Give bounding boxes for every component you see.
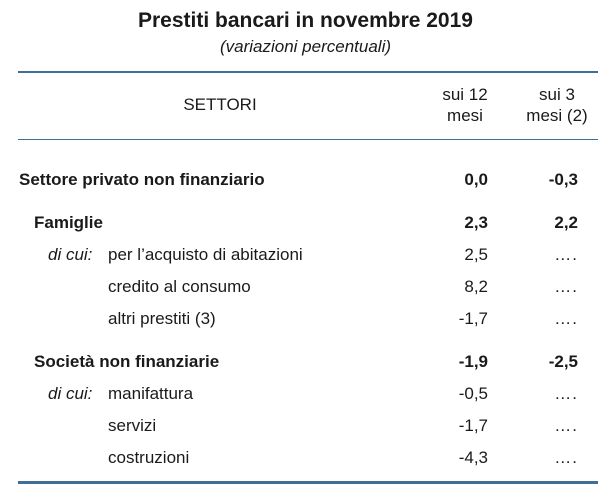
- table-row: credito al consumo 8,2 ….: [0, 274, 611, 300]
- row-value-3-mesi: ….: [554, 309, 578, 328]
- row-value-3-mesi: ….: [554, 245, 578, 264]
- row-value-3-mesi: -0,3: [548, 170, 578, 189]
- row-value-12-mesi: 0,0: [464, 170, 488, 189]
- table-subtitle: (variazioni percentuali): [219, 37, 392, 56]
- header-12-mesi-line2: mesi: [447, 106, 483, 125]
- row-label: costruzioni: [108, 448, 190, 467]
- row-label: Famiglie: [34, 213, 103, 232]
- row-value-12-mesi: -1,7: [458, 416, 488, 435]
- row-prefix: di cui:: [48, 245, 93, 264]
- header-3-mesi: sui 3 mesi (2): [512, 84, 602, 126]
- row-value-12-mesi: 2,3: [464, 213, 488, 232]
- header-12-mesi-line1: sui 12: [442, 85, 488, 104]
- header-3-mesi-line1: sui 3: [539, 85, 575, 104]
- row-value-3-mesi: 2,2: [554, 213, 578, 232]
- row-value-12-mesi: -4,3: [458, 448, 488, 467]
- header-settori: SETTORI: [183, 95, 257, 114]
- row-label: servizi: [108, 416, 157, 435]
- table-title: Prestiti bancari in novembre 2019: [138, 9, 473, 32]
- row-label: per l’acquisto di abitazioni: [108, 245, 303, 264]
- table-row: Società non finanziarie -1,9 -2,5: [0, 349, 611, 375]
- table-row: Famiglie 2,3 2,2: [0, 210, 611, 236]
- row-value-3-mesi: ….: [554, 448, 578, 467]
- row-label: altri prestiti (3): [108, 309, 216, 328]
- row-value-12-mesi: -0,5: [458, 384, 488, 403]
- row-label: credito al consumo: [108, 277, 251, 296]
- header-3-mesi-line2: mesi (2): [526, 106, 588, 125]
- row-value-12-mesi: -1,7: [458, 309, 488, 328]
- table-row: costruzioni -4,3 ….: [0, 445, 611, 471]
- row-prefix: di cui:: [48, 384, 93, 403]
- bottom-rule: [18, 481, 598, 484]
- table-row: Settore privato non finanziario 0,0 -0,3: [0, 167, 611, 193]
- row-value-3-mesi: -2,5: [548, 352, 578, 371]
- row-value-3-mesi: ….: [554, 384, 578, 403]
- row-value-12-mesi: -1,9: [458, 352, 488, 371]
- row-value-3-mesi: ….: [554, 416, 578, 435]
- row-value-12-mesi: 2,5: [464, 245, 488, 264]
- table-row: altri prestiti (3) -1,7 ….: [0, 306, 611, 332]
- row-label: Settore privato non finanziario: [19, 170, 265, 189]
- table-row: di cui: manifattura -0,5 ….: [0, 381, 611, 407]
- table-row: di cui: per l’acquisto di abitazioni 2,5…: [0, 242, 611, 268]
- table-row: servizi -1,7 ….: [0, 413, 611, 439]
- top-rule: [18, 71, 598, 73]
- header-12-mesi: sui 12 mesi: [420, 84, 510, 126]
- row-label: Società non finanziarie: [34, 352, 220, 371]
- row-label: manifattura: [108, 384, 194, 403]
- header-rule: [18, 139, 598, 140]
- row-value-3-mesi: ….: [554, 277, 578, 296]
- row-value-12-mesi: 8,2: [464, 277, 488, 296]
